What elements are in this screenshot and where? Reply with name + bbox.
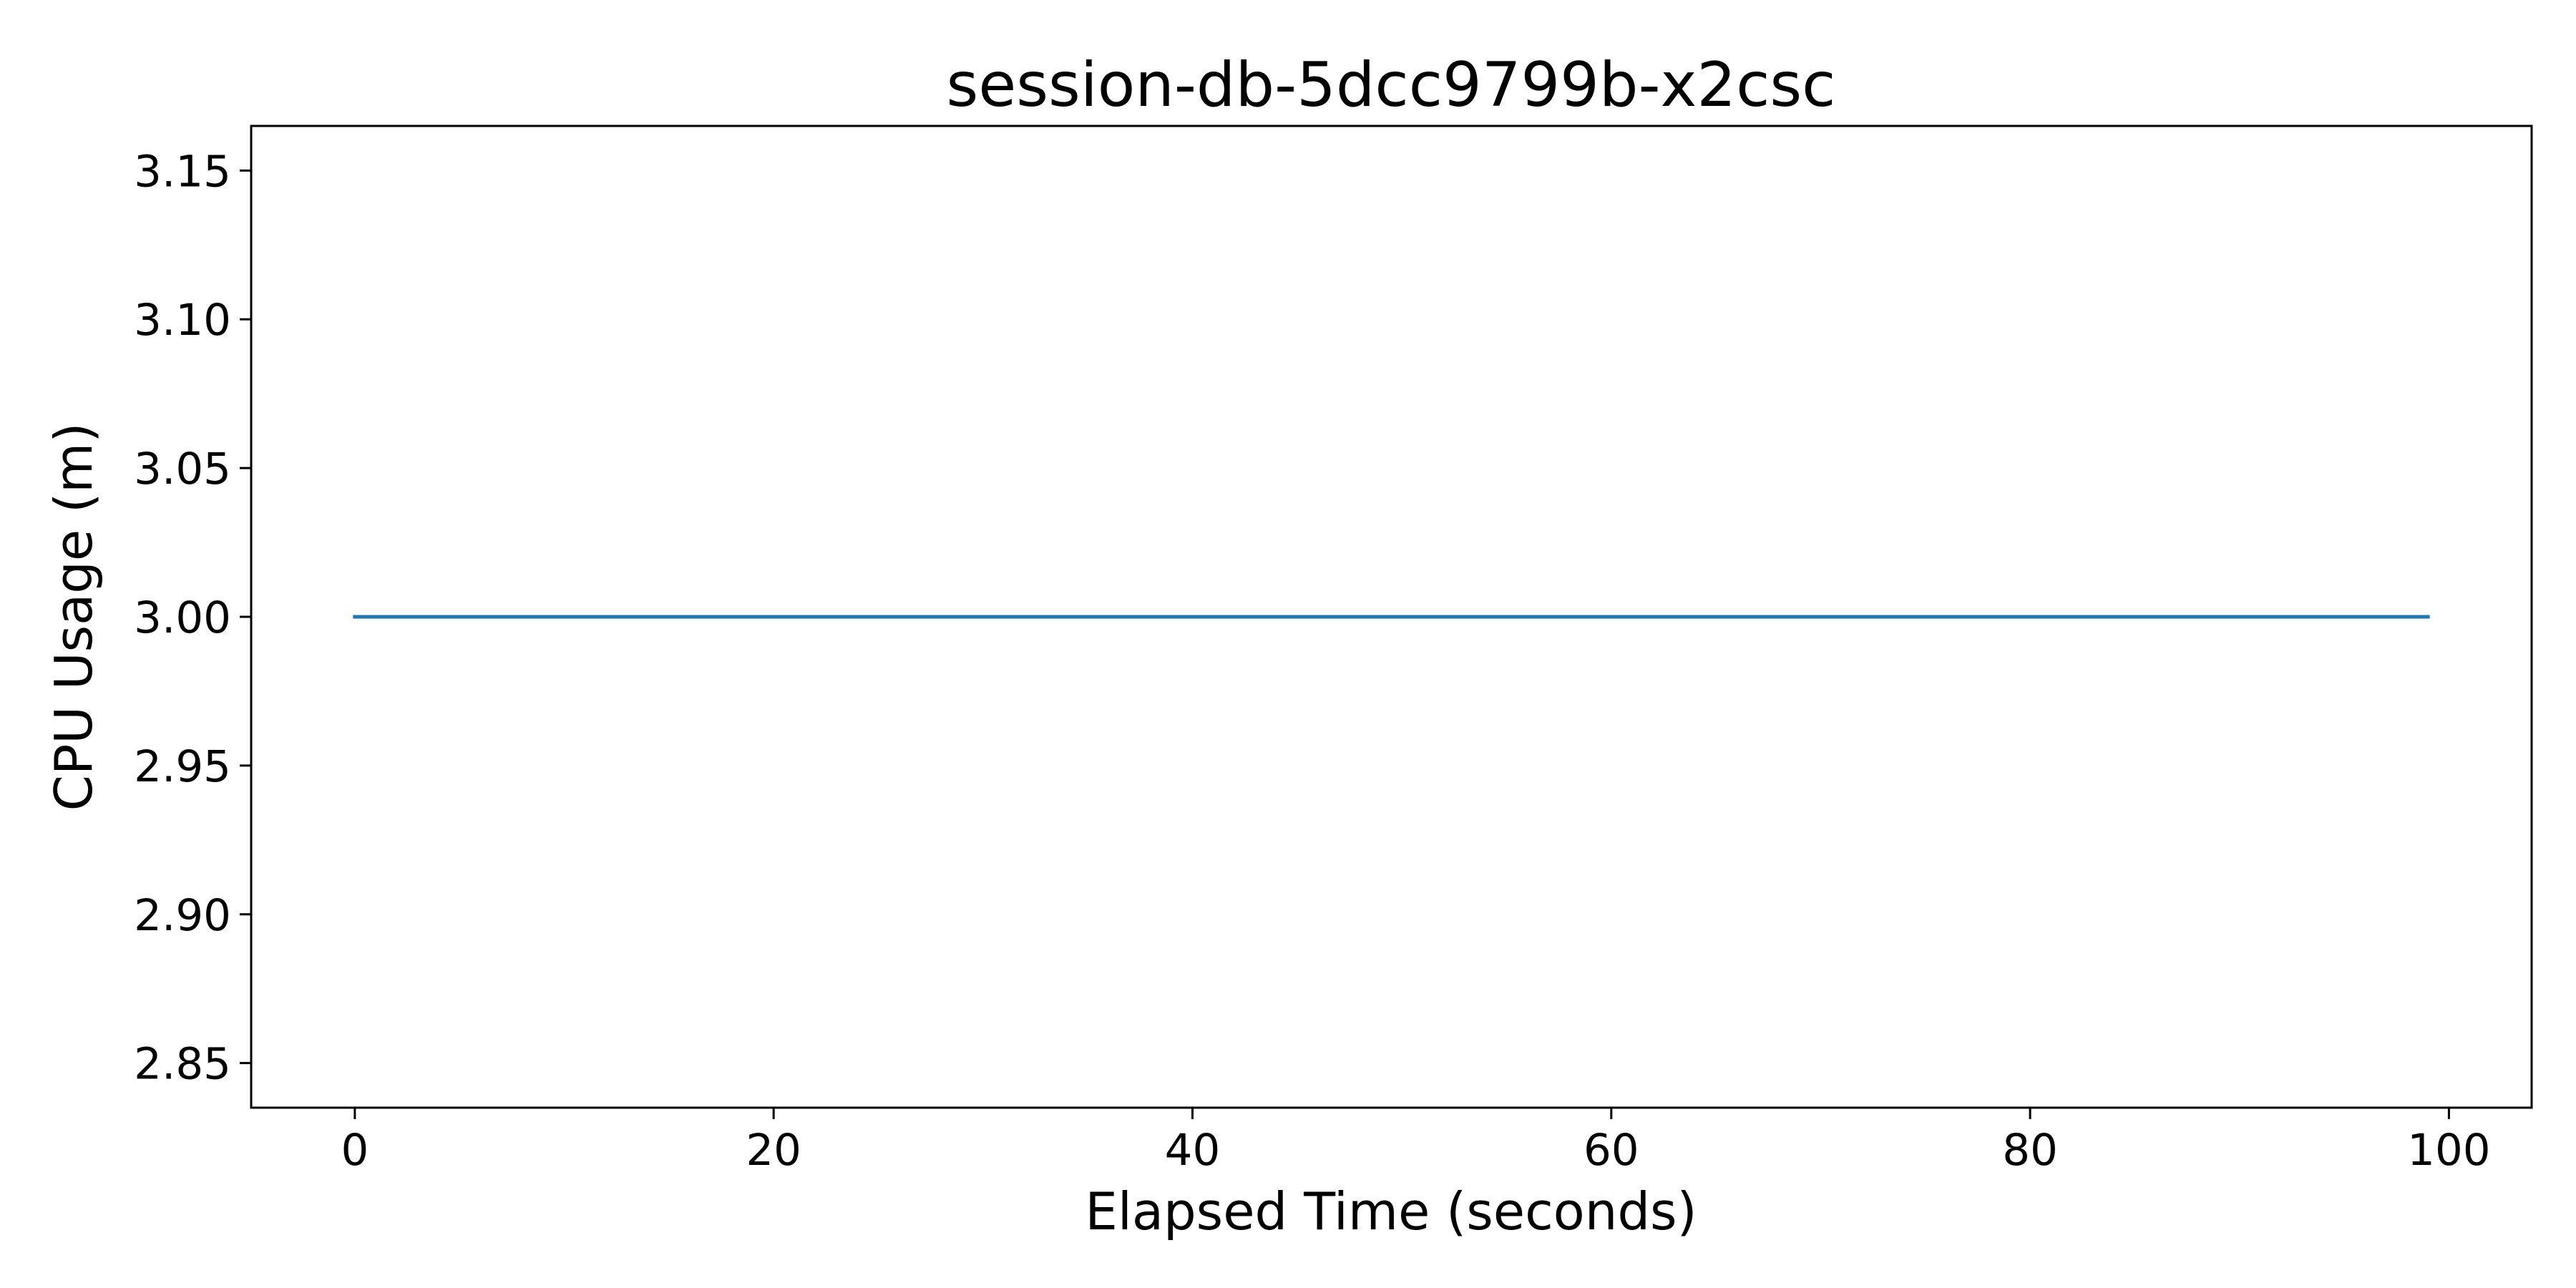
y-axis: 2.85 2.90 2.95 3.00 3.05 3.10 3.15 [134, 146, 251, 1090]
x-axis-label: Elapsed Time (seconds) [1085, 1181, 1697, 1241]
chart-title: session-db-5dcc9799b-x2csc [947, 49, 1836, 121]
y-tick-label: 3.10 [134, 295, 231, 346]
y-tick-label: 2.85 [134, 1039, 231, 1090]
x-tick-label: 60 [1584, 1125, 1639, 1176]
y-tick-label: 3.00 [134, 592, 231, 643]
x-tick-label: 0 [341, 1125, 369, 1176]
x-tick-label: 100 [2407, 1125, 2490, 1176]
y-axis-label: CPU Usage (m) [44, 423, 104, 811]
y-tick-label: 2.90 [134, 890, 231, 941]
y-tick-label: 2.95 [134, 741, 231, 792]
x-tick-label: 20 [746, 1125, 801, 1176]
x-axis: 0 20 40 60 80 100 [341, 1108, 2491, 1176]
x-tick-label: 40 [1165, 1125, 1221, 1176]
y-tick-label: 3.05 [134, 444, 231, 494]
y-tick-label: 3.15 [134, 146, 231, 197]
x-tick-label: 80 [2002, 1125, 2058, 1176]
